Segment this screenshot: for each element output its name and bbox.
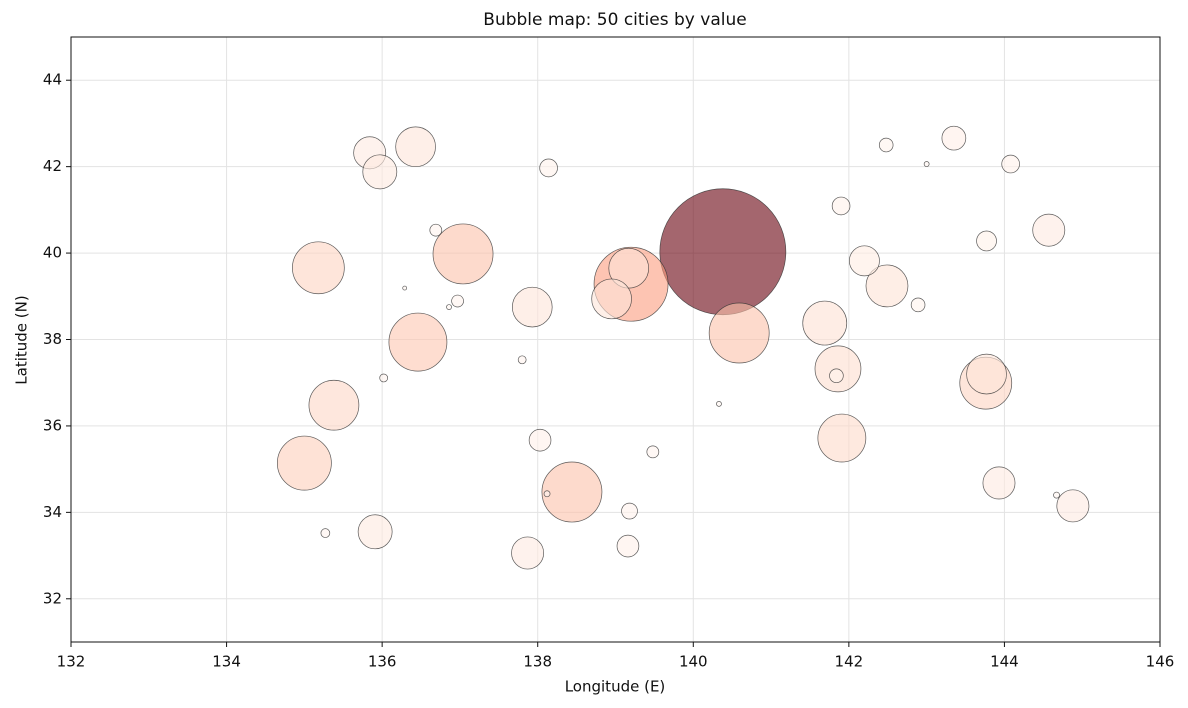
bubble [292,241,345,295]
y-axis-label: Latitude (N) [13,295,31,384]
y-tick-label: 32 [43,589,62,607]
bubble [1001,154,1020,174]
y-tick-label: 38 [43,330,62,348]
x-tick-label: 142 [835,653,864,671]
bubble [831,196,851,216]
bubble [528,428,552,452]
x-tick-label: 136 [368,653,397,671]
bubble [966,353,1007,395]
y-tick-label: 36 [43,416,62,434]
bubble [379,373,389,383]
axes: 132 134 136 138 140 142 144 146 32 34 36 38 40 42 44 [43,71,1174,671]
bubble [910,297,926,313]
x-tick-label: 138 [523,653,552,671]
bubbles [276,125,1090,570]
bubble [276,435,332,491]
bubble [982,466,1016,500]
x-axis-label: Longitude (E) [565,678,666,696]
bubble [432,223,494,285]
bubble [646,445,660,459]
bubble [878,137,894,153]
x-tick-label: 140 [679,653,708,671]
bubble [357,514,393,550]
y-tick-label: 40 [43,244,62,262]
bubble [1053,491,1060,499]
x-tick-label: 146 [1146,653,1175,671]
x-tick-label: 132 [57,653,86,671]
grid [70,37,1161,642]
y-tick-label: 34 [43,503,62,521]
bubble [941,125,967,151]
y-tick-label: 44 [43,71,62,89]
bubble [976,230,997,252]
bubble [320,528,331,538]
bubble [1032,213,1066,247]
bubble [446,304,452,310]
bubble [591,278,632,320]
bubble [849,245,880,277]
bubble [802,300,848,346]
bubble [616,534,640,558]
bubble [539,158,558,178]
bubble [829,368,844,384]
chart-title: Bubble map: 50 cities by value [483,10,746,30]
bubble [429,223,443,237]
x-tick-label: 144 [990,653,1019,671]
bubble [541,461,603,523]
bubble [511,536,545,570]
bubble [543,490,551,498]
bubble [923,161,930,167]
bubble [395,126,436,168]
bubble [362,154,398,190]
bubble [451,294,464,308]
bubble [659,188,787,316]
bubble [517,355,527,365]
y-tick-label: 42 [43,157,62,175]
bubble [388,312,448,372]
bubble [716,401,722,407]
bubble [1056,489,1090,523]
x-tick-label: 134 [212,653,241,671]
bubble [865,264,909,308]
bubble [308,379,360,431]
bubble [511,286,553,328]
bubble [708,302,770,364]
bubble [817,413,867,463]
bubble [621,502,638,520]
bubble [402,285,408,291]
